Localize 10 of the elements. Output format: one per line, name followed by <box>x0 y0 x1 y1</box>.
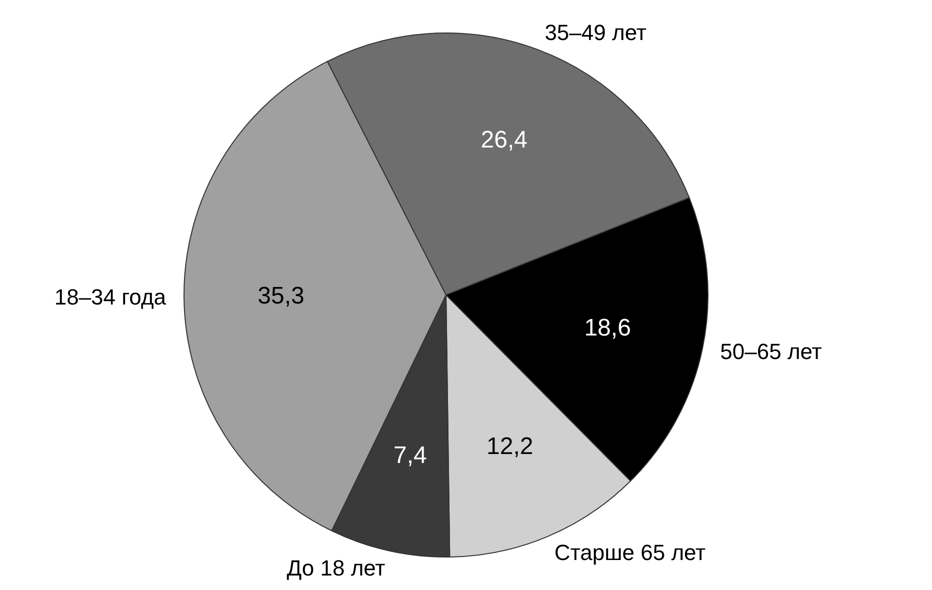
data-label: 7,4 <box>394 442 427 470</box>
slice-label: 50–65 лет <box>720 338 822 364</box>
data-label: 35,3 <box>258 282 304 310</box>
slice-label: 18–34 года <box>54 284 167 310</box>
data-label: 26,4 <box>480 126 528 154</box>
slice-label: 35–49 лет <box>544 20 646 45</box>
data-label: 18,6 <box>584 314 631 342</box>
data-label: 12,2 <box>486 433 534 460</box>
slice-label: Старше 65 лет <box>554 540 706 566</box>
slice-label: До 18 лет <box>286 555 386 580</box>
